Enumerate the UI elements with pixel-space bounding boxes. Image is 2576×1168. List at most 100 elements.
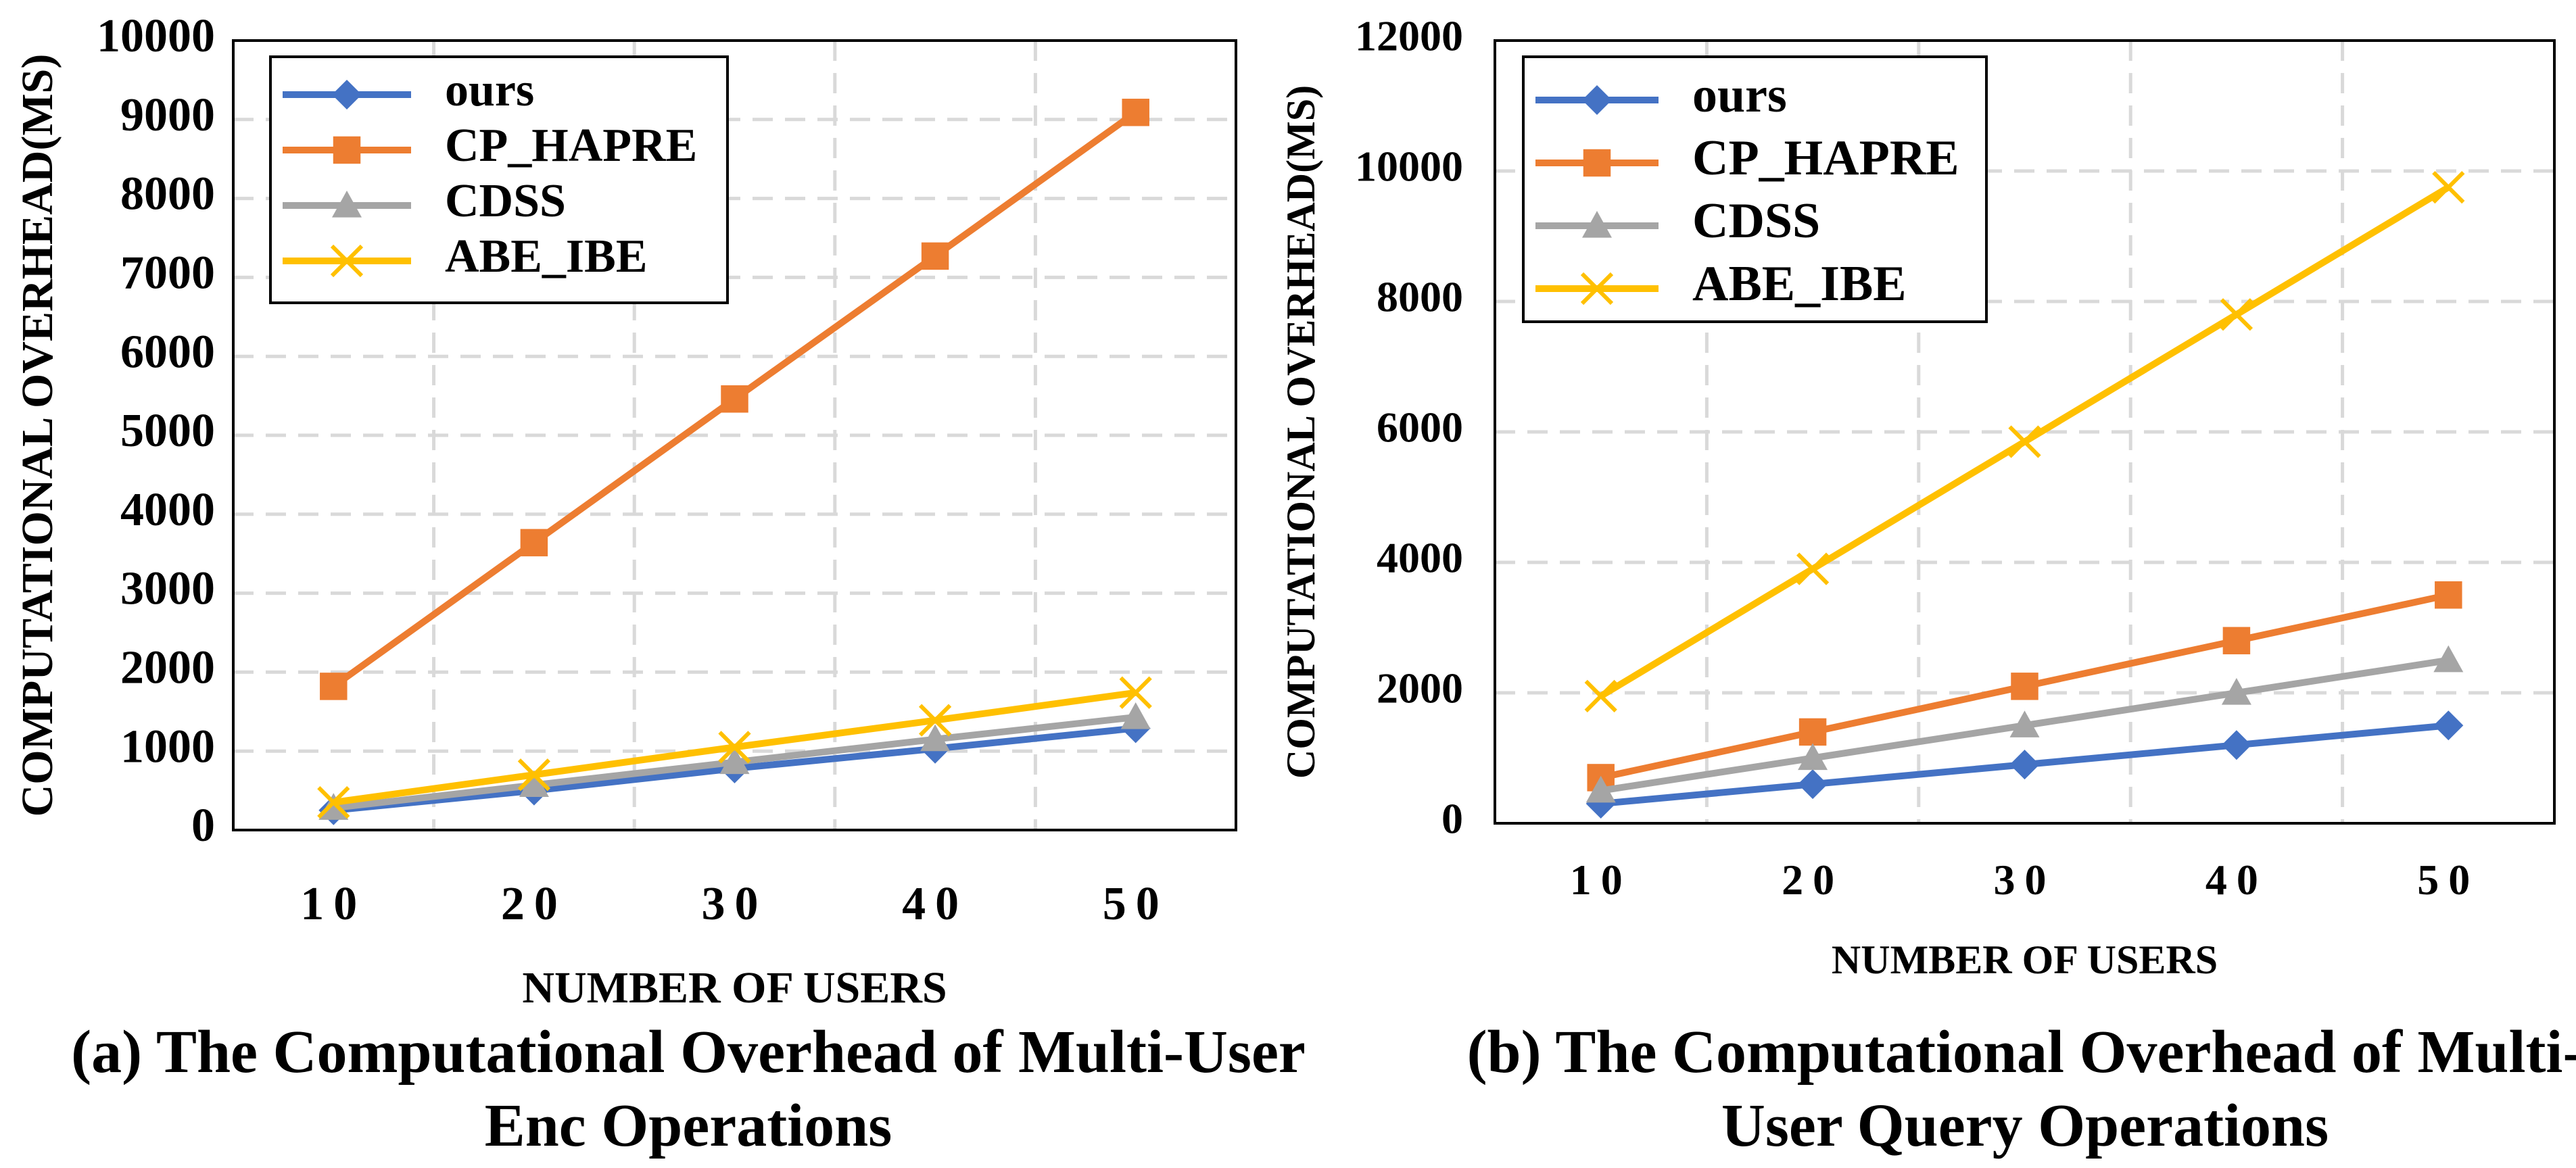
series-cdss xyxy=(1585,645,2464,803)
legend-item: ABE_IBE xyxy=(283,230,648,283)
y-tick-label: 2000 xyxy=(1377,664,1463,712)
data-point xyxy=(1796,552,1830,585)
y-tick-label: 2000 xyxy=(120,641,215,694)
y-tick-label: 3000 xyxy=(120,563,215,615)
figure-caption-line: (a) The Computational Overhead of Multi-… xyxy=(71,1019,1306,1086)
data-point xyxy=(520,529,548,557)
data-point xyxy=(1119,676,1152,709)
y-tick-label: 4000 xyxy=(1377,534,1463,582)
x-tick-label: 50 xyxy=(2417,856,2479,904)
legend-item: CP_HAPRE xyxy=(283,120,697,172)
data-point xyxy=(918,704,952,737)
data-point xyxy=(719,747,750,775)
legend-label: ours xyxy=(1692,68,1787,123)
y-tick-label: 6000 xyxy=(1377,404,1463,452)
data-point xyxy=(921,242,949,270)
x-tick-label: 20 xyxy=(1782,856,1844,904)
data-point xyxy=(318,793,349,820)
x-tick-label: 10 xyxy=(1570,856,1632,904)
data-point xyxy=(1798,718,1827,746)
legend-label: ours xyxy=(445,64,534,116)
data-point xyxy=(2009,710,2040,737)
data-point xyxy=(1122,99,1149,126)
data-point xyxy=(320,673,348,700)
data-point xyxy=(1584,679,1617,712)
legend-marker xyxy=(1583,149,1611,177)
y-tick-label: 7000 xyxy=(120,247,215,299)
legend-marker xyxy=(333,136,361,164)
x-tick-label: 30 xyxy=(702,878,768,930)
x-tick-label: 40 xyxy=(902,878,968,930)
x-tick-label: 40 xyxy=(2205,856,2268,904)
legend-item: ours xyxy=(283,64,534,116)
data-point xyxy=(1120,702,1151,729)
data-point xyxy=(718,731,751,764)
data-point xyxy=(2008,425,2041,458)
y-tick-label: 10000 xyxy=(97,10,215,62)
legend-label: ABE_IBE xyxy=(445,230,648,283)
x-tick-label: 30 xyxy=(1994,856,2056,904)
series-abe-ibe xyxy=(317,676,1152,819)
data-point xyxy=(2433,710,2464,741)
chart-multi-user-query: 0 2000 4000 6000 8000 10000 12000 10 20 30 40 50 NUM… xyxy=(1279,12,2576,1159)
chart-multi-user-enc: 0 1000 2000 3000 4000 5000 6000 7000 8000 9000 100… xyxy=(13,10,1306,1159)
y-tick-label: 8000 xyxy=(1377,273,1463,321)
x-axis-title: NUMBER OF USERS xyxy=(522,963,947,1013)
data-point xyxy=(2011,673,2038,700)
x-tick-label: 20 xyxy=(501,878,567,930)
y-tick-label: 6000 xyxy=(120,326,215,378)
y-tick-label: 0 xyxy=(191,800,215,852)
data-point xyxy=(317,785,350,819)
x-tick-label: 50 xyxy=(1103,878,1169,930)
y-tick-label: 1000 xyxy=(120,721,215,773)
legend-marker xyxy=(1582,211,1612,238)
data-point xyxy=(2433,645,2464,673)
series-ours xyxy=(1585,710,2464,819)
legend-item: ABE_IBE xyxy=(1535,256,1907,312)
series-cdss xyxy=(318,702,1151,820)
y-tick-label: 5000 xyxy=(120,405,215,457)
legend-item: ours xyxy=(1535,68,1787,123)
data-point xyxy=(1798,743,1828,771)
data-point xyxy=(517,758,551,792)
legend-marker xyxy=(332,80,362,110)
legend-label: ABE_IBE xyxy=(1692,256,1907,312)
legend-marker xyxy=(332,191,362,218)
legend-item: CDSS xyxy=(283,175,566,227)
data-point xyxy=(1585,775,1616,803)
plot-border xyxy=(1494,39,2556,825)
data-point xyxy=(2220,298,2253,331)
data-point xyxy=(721,385,748,413)
legend-item: CP_HAPRE xyxy=(1535,130,1959,186)
y-tick-label: 10000 xyxy=(1355,143,1463,191)
series-cp-hapre xyxy=(320,99,1149,700)
y-tick-label: 4000 xyxy=(120,484,215,536)
y-tick-label: 8000 xyxy=(120,168,215,220)
legend-label: CP_HAPRE xyxy=(445,120,697,172)
legend-label: CDSS xyxy=(445,175,566,227)
x-axis-title: NUMBER OF USERS xyxy=(1832,938,2218,982)
data-point xyxy=(920,724,951,752)
y-tick-label: 0 xyxy=(1441,795,1463,843)
figure-caption-line: User Query Operations xyxy=(1721,1092,2329,1159)
figure-caption-line: Enc Operations xyxy=(485,1092,892,1159)
legend: ours CP_HAPRE CDSS ABE_IBE xyxy=(1522,55,1988,323)
y-axis-title: COMPUTATIONAL OVERHEAD(MS) xyxy=(13,54,62,817)
figure-caption-line: (b) The Computational Overhead of Multi- xyxy=(1467,1019,2576,1086)
data-point xyxy=(1798,769,1828,800)
legend-item: CDSS xyxy=(1535,193,1820,249)
data-point xyxy=(2009,750,2040,780)
legend-marker xyxy=(330,244,364,278)
data-point xyxy=(2221,678,2251,705)
data-point xyxy=(519,770,549,798)
y-axis-title: COMPUTATIONAL OVERHEAD(MS) xyxy=(1279,85,1323,779)
series-abe-ibe xyxy=(1584,171,2465,712)
legend-marker xyxy=(1582,85,1612,115)
x-tick-label: 10 xyxy=(300,878,366,930)
data-point xyxy=(2222,627,2251,655)
plot-border xyxy=(232,39,1237,831)
data-point xyxy=(2435,581,2462,609)
data-point xyxy=(2221,730,2251,760)
